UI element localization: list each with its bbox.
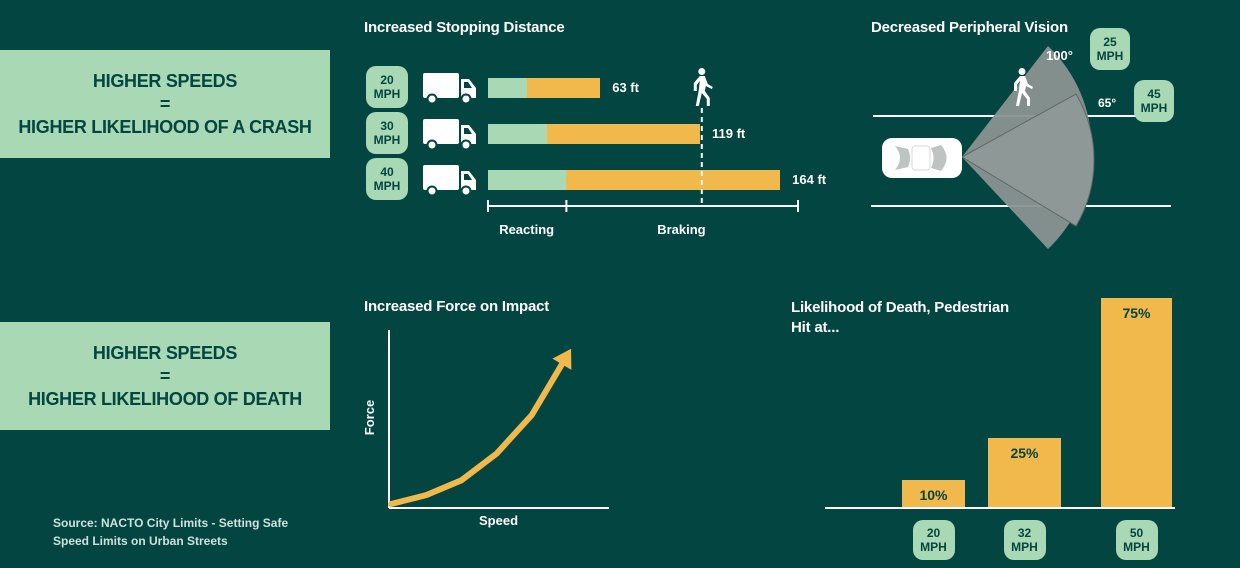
distance-label: 164 ft xyxy=(792,172,827,187)
bar-value-label: 25% xyxy=(1010,445,1039,461)
bar-braking xyxy=(527,78,601,98)
car-icon xyxy=(882,138,962,178)
distance-label: 119 ft xyxy=(712,126,746,141)
speed-pill-20-mph: 20 MPH xyxy=(912,520,955,560)
speed-pill-25-mph: 25 MPH xyxy=(1090,28,1130,70)
speed-unit: MPH xyxy=(1140,101,1168,115)
death-bar-50-mph: 75% xyxy=(1101,298,1172,508)
force-curve xyxy=(388,352,570,507)
death-bar-20-mph: 10% xyxy=(902,480,965,508)
speed-unit: MPH xyxy=(373,87,401,101)
death-likelihood-title-line1: Likelihood of Death, Pedestrian xyxy=(791,299,1010,316)
speed-pill-32-mph: 32 MPH xyxy=(1003,520,1046,560)
speed-pill-20-mph: 20 MPH xyxy=(366,66,408,108)
truck-icon xyxy=(423,73,476,105)
bar-reacting xyxy=(488,124,547,144)
speed-value: 30 xyxy=(380,119,394,133)
crash-panel-line2: = xyxy=(159,93,171,114)
force-x-label: Speed xyxy=(479,513,519,528)
bar-value-label: 75% xyxy=(1122,305,1151,321)
speed-unit: MPH xyxy=(1123,540,1150,554)
death-panel-line3: HIGHER LIKELIHOOD OF DEATH xyxy=(28,388,302,409)
speed-unit: MPH xyxy=(920,540,947,554)
speed-unit: MPH xyxy=(1096,49,1124,63)
speed-value: 25 xyxy=(1103,35,1117,49)
force-impact-title: Increased Force on Impact xyxy=(364,298,550,315)
stopping-distance-title: Increased Stopping Distance xyxy=(364,19,565,36)
bar-braking xyxy=(546,124,700,144)
speed-value: 20 xyxy=(380,73,394,87)
source-note: Source: NACTO City Limits - Setting Safe… xyxy=(53,514,288,550)
speed-value: 40 xyxy=(380,165,394,179)
bar-reacting xyxy=(488,170,567,190)
bar-value-label: 10% xyxy=(919,487,948,503)
bar-reacting xyxy=(488,78,528,98)
crash-panel-line3: HIGHER LIKELIHOOD OF A CRASH xyxy=(18,116,312,137)
speed-value: 45 xyxy=(1147,87,1161,101)
legend-braking: Braking xyxy=(657,222,706,237)
speed-value: 50 xyxy=(1129,526,1144,540)
bar-braking xyxy=(566,170,781,190)
speed-unit: MPH xyxy=(373,133,401,147)
speed-pill-40-mph: 40 MPH xyxy=(366,158,408,200)
speed-value: 20 xyxy=(926,526,941,540)
speed-unit: MPH xyxy=(1011,540,1038,554)
angle-label-65: 65° xyxy=(1098,96,1117,110)
death-panel-line2: = xyxy=(159,365,171,386)
speed-pill-45-mph: 45 MPH xyxy=(1134,80,1174,122)
death-likelihood-title-line2: Hit at... xyxy=(791,319,840,336)
speed-pill-30-mph: 30 MPH xyxy=(366,112,408,154)
pedestrian-icon xyxy=(693,68,713,106)
crash-panel-line1: HIGHER SPEEDS xyxy=(92,70,238,91)
distance-label: 63 ft xyxy=(612,80,639,95)
pedestrian-icon xyxy=(1014,68,1033,106)
legend-reacting: Reacting xyxy=(499,222,555,237)
death-likelihood-title: Likelihood of Death, Pedestrian Hit at..… xyxy=(791,298,1009,338)
speed-value: 32 xyxy=(1017,526,1032,540)
death-panel: HIGHER SPEEDS = HIGHER LIKELIHOOD OF DEA… xyxy=(0,322,330,430)
force-arrowhead xyxy=(552,348,572,370)
peripheral-vision-title: Decreased Peripheral Vision xyxy=(871,19,1068,36)
source-line1: Source: NACTO City Limits - Setting Safe xyxy=(53,516,289,530)
truck-icon xyxy=(423,165,476,197)
death-bar-32-mph: 25% xyxy=(988,438,1061,508)
source-line2: Speed Limits on Urban Streets xyxy=(53,534,228,548)
vision-cone-45-mph xyxy=(961,93,1095,227)
truck-icon xyxy=(423,119,476,151)
angle-label-100: 100° xyxy=(1046,48,1073,63)
crash-panel: HIGHER SPEEDS = HIGHER LIKELIHOOD OF A C… xyxy=(0,50,330,158)
speed-unit: MPH xyxy=(373,179,401,193)
death-panel-line1: HIGHER SPEEDS xyxy=(92,342,238,363)
speed-pill-50-mph: 50 MPH xyxy=(1115,520,1158,560)
